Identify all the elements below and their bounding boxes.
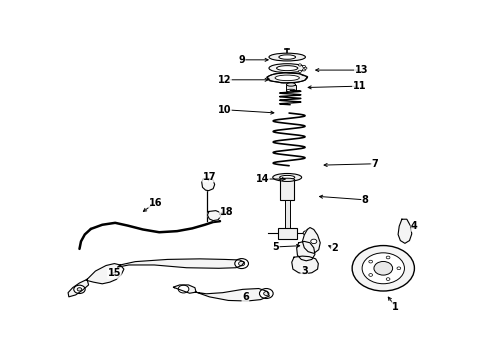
Polygon shape bbox=[398, 219, 412, 243]
Circle shape bbox=[362, 253, 404, 284]
Bar bbox=[287, 85, 295, 91]
Circle shape bbox=[386, 278, 390, 280]
Text: 8: 8 bbox=[362, 195, 368, 205]
Text: 16: 16 bbox=[148, 198, 162, 208]
Ellipse shape bbox=[275, 75, 299, 81]
Polygon shape bbox=[202, 179, 215, 191]
Text: 15: 15 bbox=[108, 268, 121, 278]
Ellipse shape bbox=[268, 73, 307, 83]
Circle shape bbox=[304, 67, 307, 69]
Bar bbox=[285, 200, 290, 228]
Text: 5: 5 bbox=[272, 242, 279, 252]
Text: 9: 9 bbox=[238, 55, 245, 65]
Text: 13: 13 bbox=[354, 65, 368, 75]
Ellipse shape bbox=[273, 174, 302, 181]
Polygon shape bbox=[297, 242, 315, 261]
Bar bbox=[278, 228, 297, 239]
Text: 3: 3 bbox=[301, 266, 308, 275]
Text: 2: 2 bbox=[331, 243, 338, 253]
Polygon shape bbox=[292, 256, 319, 274]
Ellipse shape bbox=[279, 55, 295, 59]
Text: 6: 6 bbox=[242, 292, 249, 302]
Circle shape bbox=[264, 292, 269, 296]
Ellipse shape bbox=[280, 175, 295, 179]
Polygon shape bbox=[195, 288, 270, 301]
Ellipse shape bbox=[269, 64, 305, 73]
Circle shape bbox=[369, 274, 372, 276]
Text: 14: 14 bbox=[256, 174, 270, 184]
Circle shape bbox=[77, 288, 82, 291]
Text: 4: 4 bbox=[411, 221, 418, 231]
Text: 18: 18 bbox=[220, 207, 233, 217]
Circle shape bbox=[369, 260, 372, 263]
Polygon shape bbox=[207, 211, 220, 221]
Text: 11: 11 bbox=[353, 81, 366, 91]
Circle shape bbox=[386, 256, 390, 259]
Polygon shape bbox=[118, 259, 245, 268]
Circle shape bbox=[235, 258, 248, 269]
Circle shape bbox=[302, 65, 305, 68]
Ellipse shape bbox=[287, 89, 295, 92]
Text: 7: 7 bbox=[371, 159, 378, 169]
Polygon shape bbox=[302, 228, 320, 253]
Circle shape bbox=[311, 239, 317, 244]
Circle shape bbox=[74, 285, 85, 293]
Bar bbox=[280, 180, 294, 200]
Text: 12: 12 bbox=[218, 75, 231, 85]
Circle shape bbox=[352, 246, 415, 291]
Ellipse shape bbox=[276, 66, 298, 71]
Circle shape bbox=[298, 70, 301, 72]
Ellipse shape bbox=[269, 53, 305, 61]
Circle shape bbox=[397, 267, 401, 270]
Circle shape bbox=[298, 64, 301, 66]
Polygon shape bbox=[68, 279, 89, 297]
Circle shape bbox=[178, 285, 189, 293]
Polygon shape bbox=[86, 264, 124, 284]
Circle shape bbox=[302, 69, 305, 71]
Ellipse shape bbox=[280, 178, 295, 181]
Circle shape bbox=[303, 231, 309, 235]
Circle shape bbox=[260, 288, 273, 298]
Text: 17: 17 bbox=[202, 172, 216, 182]
Ellipse shape bbox=[287, 83, 295, 86]
Text: 1: 1 bbox=[392, 302, 399, 311]
Polygon shape bbox=[173, 285, 196, 293]
Circle shape bbox=[374, 261, 392, 275]
Circle shape bbox=[239, 261, 245, 266]
Text: 10: 10 bbox=[218, 105, 231, 115]
